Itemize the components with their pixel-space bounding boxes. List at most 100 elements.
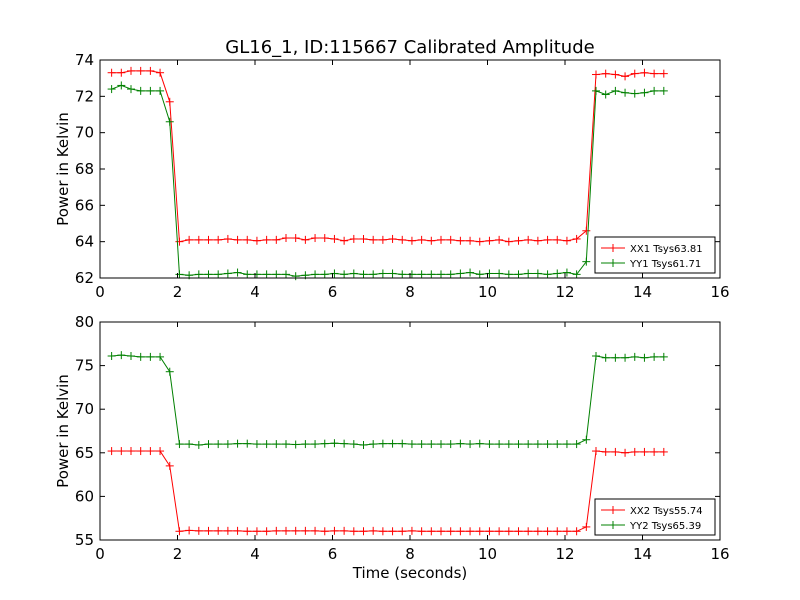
- data-point: [214, 270, 223, 279]
- data-point: [117, 447, 126, 456]
- data-point: [127, 352, 135, 361]
- data-point: [282, 526, 290, 535]
- data-point: [146, 86, 155, 95]
- data-point: [417, 440, 426, 449]
- data-point: [504, 440, 513, 449]
- data-point: [601, 353, 610, 362]
- data-point: [252, 270, 261, 279]
- data-point: [107, 68, 116, 77]
- data-point: [437, 527, 445, 536]
- series-line: [111, 450, 664, 532]
- data-point: [630, 89, 639, 98]
- x-tick-label: 0: [95, 545, 105, 563]
- legend-label: XX2 Tsys55.74: [630, 506, 703, 517]
- legend: XX1 Tsys63.81 YY1 Tsys61.71: [594, 236, 716, 274]
- data-point: [136, 86, 145, 95]
- data-point: [146, 447, 155, 456]
- data-point: [107, 447, 116, 456]
- data-point: [223, 269, 232, 278]
- data-point: [446, 270, 455, 279]
- data-point: [466, 527, 475, 536]
- data-point: [592, 86, 600, 95]
- data-point: [175, 237, 184, 246]
- data-point: [243, 235, 252, 244]
- data-point: [359, 234, 368, 243]
- data-point: [330, 526, 339, 535]
- data-point: [582, 522, 591, 531]
- data-point: [562, 268, 571, 277]
- y-tick-label: 75: [75, 357, 94, 375]
- data-point: [398, 235, 407, 244]
- data-point: [592, 447, 600, 456]
- y-tick-label: 65: [75, 444, 94, 462]
- x-tick-label: 10: [478, 545, 497, 563]
- data-point: [136, 352, 145, 361]
- data-point: [272, 270, 281, 279]
- data-point: [204, 235, 213, 244]
- data-point: [659, 86, 668, 95]
- data-point: [572, 234, 581, 243]
- data-point: [194, 526, 203, 535]
- data-point: [388, 269, 397, 278]
- data-point: [495, 269, 504, 278]
- data-point: [553, 235, 562, 244]
- data-point: [553, 527, 562, 536]
- data-point: [127, 85, 135, 94]
- legend-label: XX1 Tsys63.81: [630, 244, 703, 255]
- data-point: [621, 72, 630, 81]
- data-point: [475, 237, 484, 246]
- data-point: [611, 70, 620, 79]
- data-point: [659, 447, 668, 456]
- data-point: [349, 269, 358, 278]
- data-point: [301, 235, 310, 244]
- data-point: [437, 440, 445, 449]
- y-tick-label: 70: [75, 400, 94, 418]
- data-point: [252, 527, 261, 536]
- data-point: [398, 527, 407, 536]
- x-tick-label: 16: [710, 283, 729, 301]
- data-point: [621, 353, 630, 362]
- x-tick-label: 6: [328, 545, 338, 563]
- data-point: [562, 527, 571, 536]
- data-point: [456, 439, 465, 448]
- data-point: [407, 270, 416, 279]
- data-point: [601, 90, 610, 99]
- series-line: [111, 84, 664, 277]
- data-point: [165, 117, 174, 126]
- data-point: [340, 270, 349, 279]
- data-point: [311, 526, 320, 535]
- data-point: [330, 269, 339, 278]
- data-point: [495, 235, 504, 244]
- data-point: [349, 440, 358, 449]
- x-tick-label: 14: [633, 545, 652, 563]
- data-point: [592, 352, 600, 361]
- data-point: [204, 526, 213, 535]
- data-point: [369, 270, 378, 279]
- data-point: [398, 270, 407, 279]
- data-point: [233, 526, 242, 535]
- data-point: [291, 526, 300, 535]
- data-point: [456, 527, 465, 536]
- data-point: [572, 270, 581, 279]
- data-point: [340, 526, 349, 535]
- data-point: [233, 268, 242, 277]
- data-point: [291, 272, 300, 281]
- y-tick-label: 64: [75, 233, 94, 251]
- data-point: [562, 236, 571, 245]
- data-point: [611, 353, 620, 362]
- y-tick-label: 62: [75, 269, 94, 287]
- data-point: [524, 527, 533, 536]
- data-point: [349, 527, 358, 536]
- data-point: [533, 269, 542, 278]
- data-point: [630, 447, 639, 456]
- data-point: [185, 440, 194, 449]
- data-point: [233, 235, 242, 244]
- data-point: [320, 527, 329, 536]
- data-point: [204, 270, 213, 279]
- data-point: [233, 439, 242, 448]
- y-tick-label: 55: [75, 531, 94, 549]
- data-point: [107, 352, 116, 361]
- data-point: [640, 353, 649, 362]
